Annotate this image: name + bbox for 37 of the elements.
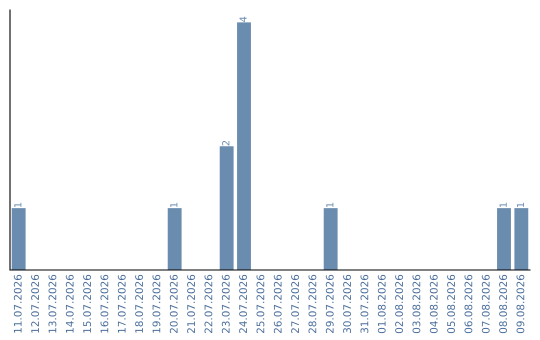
x-tick-label: 14.07.2026: [66, 274, 74, 333]
x-tick-label: 16.07.2026: [100, 274, 108, 333]
data-label: 1: [14, 202, 22, 208]
x-tick-label: 31.07.2026: [360, 274, 368, 334]
x-tick-label: 22.07.2026: [204, 274, 212, 334]
x-tick-label: 24.07.2026: [239, 274, 248, 334]
x-tick-label: 04.08.2026: [430, 274, 438, 334]
x-tick-label: 12.07.2026: [31, 274, 40, 333]
data-label: 1: [516, 202, 524, 208]
x-tick-label: 20.07.2026: [170, 274, 178, 334]
x-tick-label: 08.08.2026: [499, 274, 508, 334]
x-tick-label: 03.08.2026: [412, 274, 420, 334]
x-tick-label: 11.07.2026: [14, 274, 22, 333]
x-tick-label: 17.07.2026: [118, 274, 126, 333]
x-tick-label: 27.07.2026: [291, 274, 300, 334]
x-tick-label: 26.07.2026: [274, 274, 282, 334]
x-tick-label: 29.07.2026: [326, 274, 334, 334]
x-tick-label: 19.07.2026: [152, 274, 160, 333]
x-tick-label: 18.07.2026: [135, 274, 144, 333]
x-tick-label: 23.07.2026: [222, 274, 230, 334]
x-tick-label: 05.08.2026: [447, 274, 456, 334]
x-tick-label: 13.07.2026: [48, 274, 56, 333]
data-label: 4: [240, 16, 247, 22]
data-label: 1: [500, 202, 507, 208]
x-tick-label: 21.07.2026: [187, 274, 196, 334]
x-tick-label: 15.07.2026: [83, 274, 92, 333]
x-tick-label: 07.08.2026: [482, 274, 490, 334]
x-tick-label: 02.08.2026: [395, 274, 404, 334]
x-tick-label: 09.08.2026: [516, 274, 524, 334]
data-label: 2: [222, 140, 230, 146]
x-tick-label: 25.07.2026: [256, 274, 264, 334]
x-tick-label: 30.07.2026: [343, 274, 352, 334]
x-tick-label: 28.07.2026: [308, 274, 316, 334]
data-label: 1: [326, 202, 334, 208]
x-tick-label: 06.08.2026: [464, 274, 472, 334]
x-tick-label: 01.08.2026: [378, 274, 386, 334]
data-label: 1: [170, 202, 178, 208]
